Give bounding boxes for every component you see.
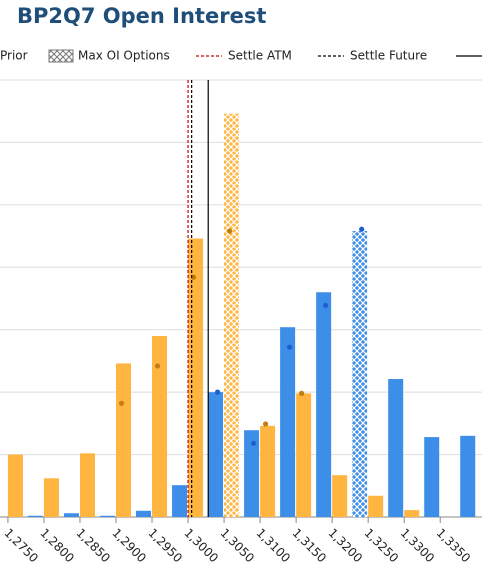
bar (152, 335, 168, 517)
bar (388, 379, 404, 517)
legend-label: Settle ATM (228, 49, 292, 63)
legend-label: Max OI Options (78, 49, 170, 63)
bar (208, 392, 224, 517)
bar (63, 513, 79, 517)
prior-dot (250, 440, 257, 446)
prior-dot (154, 363, 161, 369)
bar (188, 238, 204, 517)
legend-label: Prior (0, 49, 28, 63)
bar (424, 437, 440, 517)
bar (296, 393, 312, 517)
legend-label: Settle Future (350, 49, 427, 63)
x-tick-label: 1,2850 (73, 526, 113, 566)
prior-dot (214, 389, 221, 395)
x-tick-label: 1,3000 (181, 526, 221, 566)
x-tick-label: 1,2900 (109, 526, 149, 566)
bar (115, 363, 131, 517)
x-tick-label: 1,3100 (253, 526, 293, 566)
prior-dot (299, 390, 305, 396)
bar (224, 113, 240, 517)
bar (368, 495, 384, 517)
prior-dot (118, 400, 125, 406)
x-tick-label: 1,3050 (217, 526, 257, 566)
x-tick-label: 1,3200 (326, 526, 366, 566)
bar (43, 478, 59, 517)
prior-dot (287, 344, 293, 350)
bar (260, 425, 276, 517)
prior-dot (323, 302, 329, 308)
x-tick-label: 1,3250 (362, 526, 402, 566)
x-tick-label: 1,2750 (1, 526, 41, 566)
prior-dot (359, 226, 365, 232)
x-tick-label: 1,3150 (290, 526, 330, 566)
bar (316, 292, 332, 517)
bar (460, 435, 476, 517)
x-tick-label: 1,3300 (398, 526, 438, 566)
x-tick-label: 1,3350 (434, 526, 474, 566)
chart-title: BP2Q7 Open Interest (17, 4, 266, 28)
bar (244, 430, 260, 517)
bar (352, 231, 368, 517)
bar (27, 515, 43, 517)
bar (7, 454, 23, 517)
bar (332, 475, 348, 517)
prior-dot (262, 421, 269, 427)
bar (280, 327, 296, 517)
bar (136, 510, 152, 517)
bar (404, 510, 420, 517)
x-tick-label: 1,2950 (145, 526, 185, 566)
bar (79, 453, 95, 517)
legend-swatch (48, 49, 74, 63)
x-tick-label: 1,2800 (37, 526, 77, 566)
bar (99, 515, 115, 517)
bar (172, 485, 188, 517)
prior-dot (226, 228, 233, 234)
